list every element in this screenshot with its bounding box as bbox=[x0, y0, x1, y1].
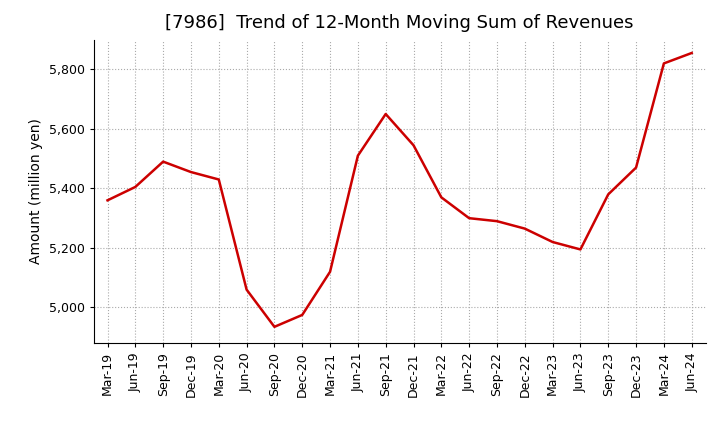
Title: [7986]  Trend of 12-Month Moving Sum of Revenues: [7986] Trend of 12-Month Moving Sum of R… bbox=[166, 15, 634, 33]
Y-axis label: Amount (million yen): Amount (million yen) bbox=[29, 118, 43, 264]
